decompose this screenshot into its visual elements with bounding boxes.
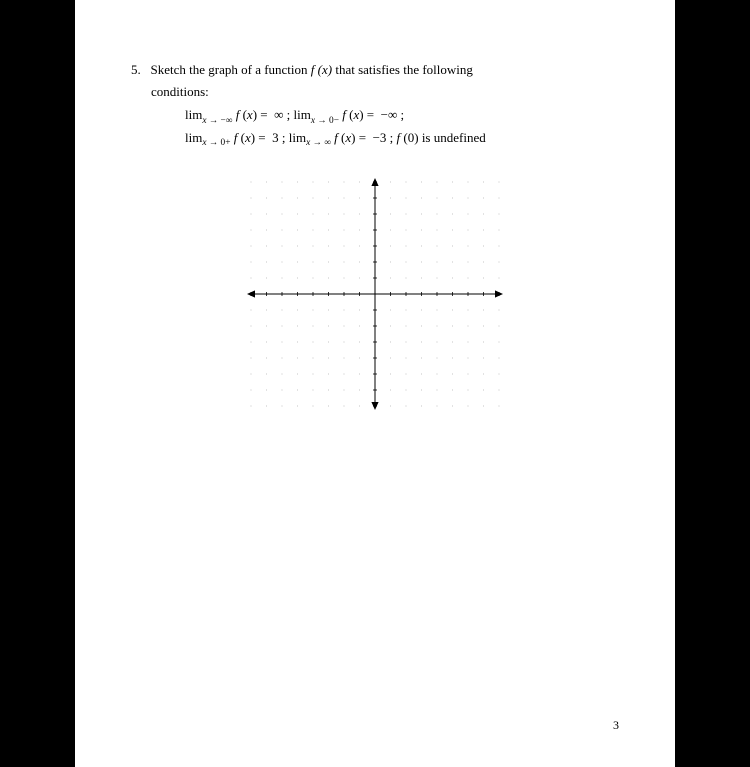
question-number: 5.: [131, 62, 141, 77]
cartesian-grid: [245, 176, 505, 412]
prompt-text-1: Sketch the graph of a function: [151, 62, 311, 77]
question-block: 5. Sketch the graph of a function f (x) …: [125, 60, 625, 150]
math-line-1: limx → −∞ f (x) = ∞ ; limx → 0− f (x) = …: [185, 105, 625, 128]
question-prompt-line1: 5. Sketch the graph of a function f (x) …: [131, 60, 625, 80]
prompt-fn: f (x): [311, 62, 332, 77]
page-number: 3: [613, 718, 619, 733]
math-line-2: limx → 0+ f (x) = 3 ; limx → ∞ f (x) = −…: [185, 128, 625, 151]
math-conditions: limx → −∞ f (x) = ∞ ; limx → 0− f (x) = …: [185, 105, 625, 150]
graph-container: [125, 176, 625, 412]
question-prompt-line2: conditions:: [151, 82, 625, 102]
prompt-text-2: that satisfies the following: [332, 62, 473, 77]
document-page: 5. Sketch the graph of a function f (x) …: [75, 0, 675, 767]
